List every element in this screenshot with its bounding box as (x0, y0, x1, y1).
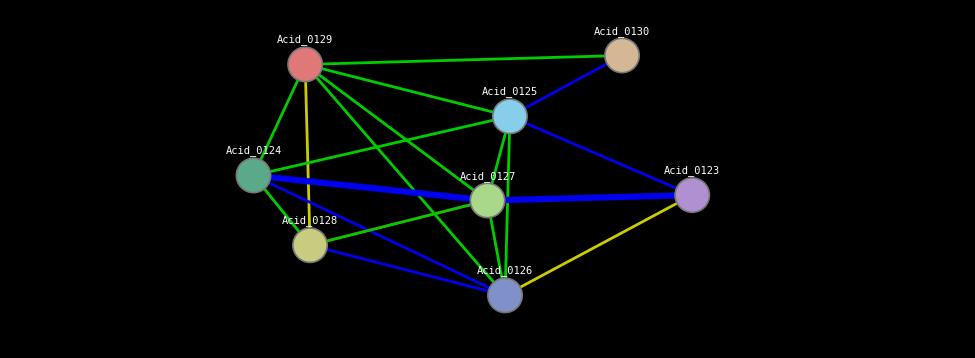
Ellipse shape (604, 38, 640, 73)
Ellipse shape (288, 47, 323, 82)
Ellipse shape (292, 228, 328, 262)
Text: Acid_0129: Acid_0129 (277, 35, 333, 45)
Text: Acid_0127: Acid_0127 (459, 171, 516, 182)
Text: Acid_0124: Acid_0124 (225, 146, 282, 156)
Ellipse shape (492, 99, 527, 134)
Ellipse shape (236, 158, 271, 193)
Ellipse shape (675, 178, 710, 212)
Ellipse shape (488, 278, 523, 313)
Ellipse shape (470, 183, 505, 218)
Text: Acid_0128: Acid_0128 (282, 216, 338, 226)
Text: Acid_0123: Acid_0123 (664, 165, 721, 176)
Text: Acid_0130: Acid_0130 (594, 26, 650, 37)
Text: Acid_0126: Acid_0126 (477, 266, 533, 276)
Text: Acid_0125: Acid_0125 (482, 87, 538, 97)
